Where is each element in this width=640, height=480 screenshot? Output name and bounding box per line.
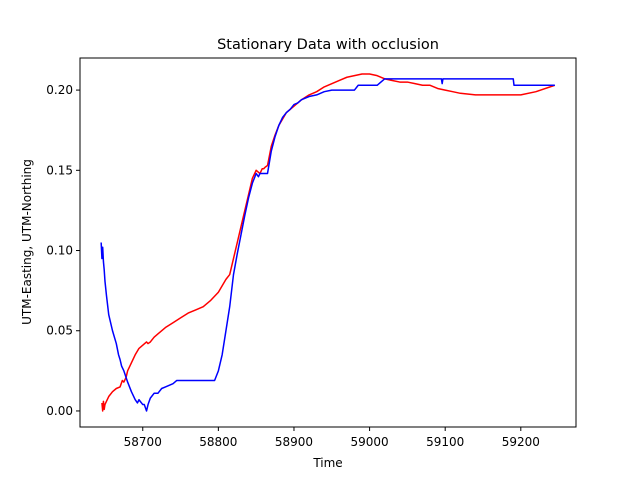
x-tick-label: 59100 (426, 435, 464, 449)
y-tick-label: 0.15 (46, 163, 73, 177)
x-tick-label: 58900 (275, 435, 313, 449)
x-tick-label: 58700 (124, 435, 162, 449)
x-axis-ticks: 58700 58800 58900 59000 59100 59200 (124, 427, 540, 449)
chart-title: Stationary Data with occlusion (217, 37, 439, 53)
x-tick-label: 59200 (502, 435, 540, 449)
plot-lines (100, 73, 556, 412)
y-tick-label: 0.05 (46, 324, 73, 338)
x-axis-label: Time (312, 456, 342, 470)
y-axis-ticks: 0.00 0.05 0.10 0.15 0.20 (46, 83, 80, 418)
series-line-1 (101, 73, 556, 412)
series-line-2 (100, 78, 555, 412)
y-tick-label: 0.20 (46, 83, 73, 97)
y-tick-label: 0.00 (46, 404, 73, 418)
x-tick-label: 58800 (199, 435, 237, 449)
y-tick-label: 0.10 (46, 244, 73, 258)
y-axis-label: UTM-Easting, UTM-Northing (20, 159, 34, 325)
x-tick-label: 59000 (350, 435, 388, 449)
plot-frame (79, 57, 577, 428)
